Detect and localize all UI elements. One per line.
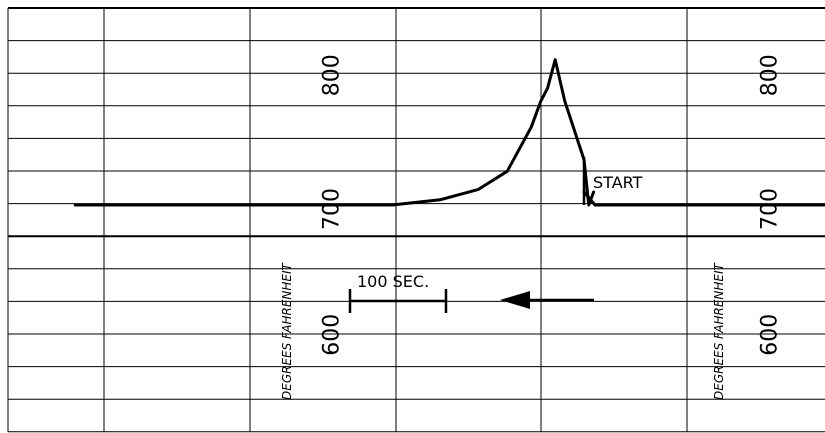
y-tick-label-800: 800 — [320, 54, 345, 96]
direction-arrowhead — [500, 291, 530, 309]
start-label: START — [593, 173, 643, 192]
y-tick-label-800: 800 — [758, 54, 783, 96]
y-tick-label-600: 600 — [758, 314, 783, 356]
y-tick-label-700: 700 — [758, 188, 783, 230]
time-scale-label: 100 SEC. — [357, 272, 429, 291]
chart-grid — [7, 7, 825, 433]
temperature-trace — [73, 58, 825, 207]
time-scale-bar — [348, 289, 448, 313]
y-axis-label-left: DEGREES FAHRENHEIT — [280, 261, 294, 400]
y-tick-label-700: 700 — [320, 188, 345, 230]
y-tick-labels: 800 700 600 800 700 600 — [320, 54, 783, 355]
direction-arrow — [500, 291, 594, 309]
y-tick-label-600: 600 — [320, 314, 345, 356]
y-axis-label-right: DEGREES FAHRENHEIT — [712, 261, 726, 400]
